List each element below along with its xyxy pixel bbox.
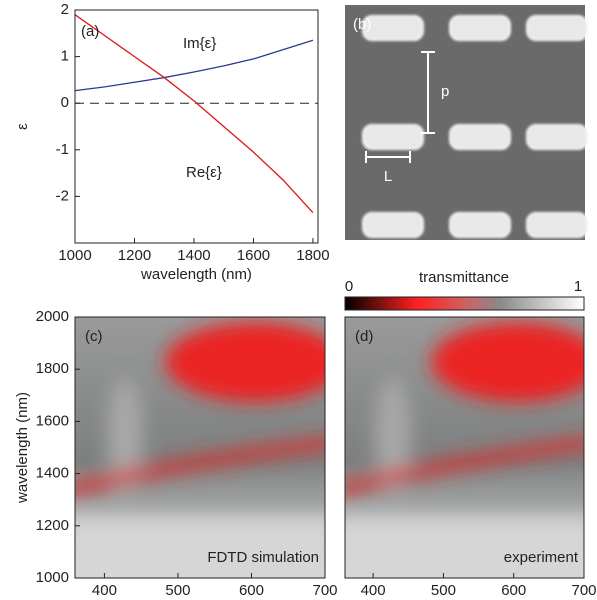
x-tick-label: 1400 xyxy=(177,247,210,264)
x-tick-label: 1600 xyxy=(237,247,270,264)
heatmap-blobs xyxy=(345,322,584,578)
y-tick-label: 1800 xyxy=(36,360,69,377)
antenna xyxy=(362,15,424,41)
panel-label: (a) xyxy=(81,23,99,40)
y-tick-label: -2 xyxy=(56,187,69,204)
x-tick-label: 1000 xyxy=(58,247,91,264)
antenna xyxy=(449,212,511,238)
y-tick-label: 1 xyxy=(61,48,69,65)
colorbar xyxy=(344,296,585,311)
heatmap xyxy=(75,317,325,578)
antenna xyxy=(362,124,424,150)
y-axis-label: wavelength (nm) xyxy=(14,392,31,504)
x-tick-label: 600 xyxy=(239,582,264,599)
heat-blob xyxy=(165,322,325,402)
panel-annotation: experiment xyxy=(504,549,579,566)
x-tick-label: 400 xyxy=(361,582,386,599)
series-label: Im{ε} xyxy=(183,35,216,52)
series-line xyxy=(74,14,314,214)
heat-band xyxy=(345,436,584,497)
x-tick-label: 700 xyxy=(312,582,337,599)
antenna xyxy=(362,212,424,238)
heatmap-blobs xyxy=(75,322,325,578)
plot-frame xyxy=(344,316,585,579)
plot-frame xyxy=(74,316,326,579)
y-axis-label: ε xyxy=(14,123,31,130)
heatmap xyxy=(345,317,584,578)
x-tick-label: 500 xyxy=(431,582,456,599)
colorbar-label: transmittance xyxy=(419,269,509,286)
panel-label: (b) xyxy=(353,16,371,33)
heat-blob xyxy=(431,322,584,402)
x-tick-label: 1800 xyxy=(296,247,329,264)
antenna xyxy=(449,15,511,41)
antenna xyxy=(449,124,511,150)
y-tick-label: 2 xyxy=(61,1,69,18)
colorbar-tick-label: 1 xyxy=(574,278,582,295)
heat-low xyxy=(345,517,584,578)
panel-annotation: FDTD simulation xyxy=(207,549,319,566)
y-tick-label: 1600 xyxy=(36,412,69,429)
antenna xyxy=(526,212,588,238)
y-tick-label: 0 xyxy=(61,94,69,111)
x-tick-label: 500 xyxy=(165,582,190,599)
y-tick-label: -1 xyxy=(56,141,69,158)
panel-label: (d) xyxy=(355,328,373,345)
y-tick-label: 1000 xyxy=(36,569,69,586)
heat-blob xyxy=(374,377,411,497)
panel-label: (c) xyxy=(85,328,103,345)
series-label: Re{ε} xyxy=(186,164,222,181)
annotation: L xyxy=(384,168,392,185)
y-tick-label: 1400 xyxy=(36,465,69,482)
sem-image xyxy=(345,5,585,240)
heat-low xyxy=(75,517,325,578)
y-tick-label: 1200 xyxy=(36,517,69,534)
series-line xyxy=(74,39,314,92)
plot-frame xyxy=(74,9,319,244)
colorbar-tick-label: 0 xyxy=(345,278,353,295)
heat-blob xyxy=(107,377,143,497)
x-tick-label: 400 xyxy=(92,582,117,599)
y-tick-label: 2000 xyxy=(36,308,69,325)
antenna xyxy=(526,15,588,41)
x-axis-label: wavelength (nm) xyxy=(140,266,252,283)
heat-band xyxy=(75,436,325,497)
antenna xyxy=(526,124,588,150)
x-tick-label: 1200 xyxy=(118,247,151,264)
x-tick-label: 700 xyxy=(571,582,596,599)
x-tick-label: 600 xyxy=(501,582,526,599)
annotation: p xyxy=(441,83,449,100)
